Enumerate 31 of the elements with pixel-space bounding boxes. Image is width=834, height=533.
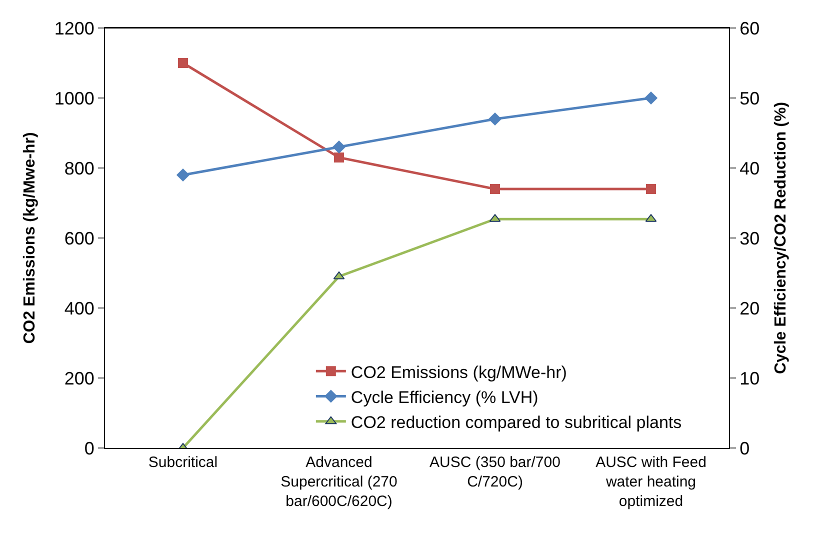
y2-tick-label: 50 xyxy=(740,88,760,108)
y2-axis-title: Cycle Efficiency/CO2 Reduction (%) xyxy=(772,102,790,374)
legend-label: Cycle Efficiency (% LVH) xyxy=(350,388,538,407)
point xyxy=(490,184,500,194)
y2-tick-label: 60 xyxy=(740,18,760,38)
point xyxy=(334,152,344,162)
y2-tick-label: 0 xyxy=(740,438,750,458)
legend-label: CO2 reduction compared to subritical plants xyxy=(350,412,682,432)
y2-tick-label: 20 xyxy=(740,298,760,318)
y2-tick-label: 40 xyxy=(740,158,760,178)
legend-label: CO2 Emissions (kg/MWe-hr) xyxy=(350,362,567,382)
y-tick-label: 200 xyxy=(64,368,94,388)
point xyxy=(488,112,502,126)
y-tick-label: 1000 xyxy=(54,88,94,108)
point xyxy=(176,168,190,182)
y-tick-label: 1200 xyxy=(54,18,94,38)
y-axis-title: CO2 Emissions (kg/Mwe-hr) xyxy=(21,132,38,344)
point xyxy=(332,140,346,154)
point xyxy=(178,58,188,68)
point xyxy=(646,184,656,194)
x-tick-label: AUSC (350 bar/700 C/720C) xyxy=(430,454,560,490)
x-tick-label: AUSC with Feed water heating optimized xyxy=(596,454,706,510)
point xyxy=(644,92,658,104)
y-tick-label: 600 xyxy=(64,228,94,248)
y-tick-label: 0 xyxy=(84,438,94,458)
x-tick-label: Subcritical xyxy=(148,454,218,471)
y-tick-label: 800 xyxy=(64,158,94,178)
x-tick-label: Advanced Supercritical (270 bar/600C/620C) xyxy=(280,454,398,510)
y2-tick-label: 10 xyxy=(740,368,760,388)
y-tick-label: 400 xyxy=(64,298,94,318)
y2-tick-label: 30 xyxy=(740,228,760,248)
